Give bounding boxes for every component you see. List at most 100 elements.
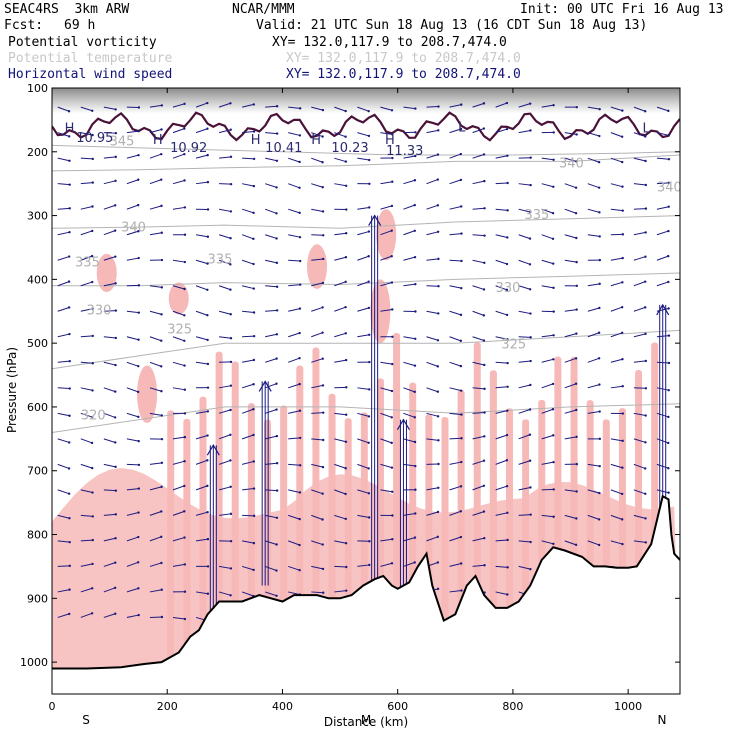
wind-vector: [380, 463, 393, 469]
wind-vector: [380, 438, 392, 444]
wind-vector-head: [482, 153, 486, 156]
wind-vector: [288, 208, 300, 214]
hl-label: H: [251, 133, 261, 148]
wind-vector-head: [644, 207, 648, 210]
wind-vector-head: [183, 287, 186, 291]
wind-vector-head: [598, 410, 601, 413]
wind-vector-head: [114, 204, 117, 207]
wind-vector-head: [413, 255, 417, 259]
wind-vector-head: [68, 564, 71, 568]
wind-vector: [149, 128, 162, 134]
wind-vector-head: [529, 567, 532, 571]
wind-vector-head: [414, 131, 417, 134]
wind-vector-head: [575, 490, 578, 493]
wind-vector: [218, 385, 231, 389]
wind-vector-head: [574, 186, 578, 189]
pv-plume: [312, 347, 320, 663]
hl-label: 10.92: [170, 141, 207, 156]
fcst-label: Fcst:: [4, 18, 44, 33]
wind-vector: [403, 512, 416, 516]
y-tick-label: 1000: [20, 656, 48, 669]
wind-vector-head: [183, 364, 186, 367]
wind-vector: [587, 463, 600, 467]
wind-vector: [57, 256, 70, 261]
wind-vector: [357, 489, 370, 494]
wind-vector: [334, 359, 347, 363]
wind-vector: [495, 234, 508, 238]
wind-vector: [541, 234, 554, 240]
wind-vector-head: [391, 362, 394, 366]
wind-vector-head: [298, 235, 302, 239]
wind-vector: [80, 361, 93, 364]
pv-patch-0: [96, 253, 117, 293]
wind-vector: [265, 333, 278, 338]
wind-vector-head: [621, 281, 624, 284]
wind-vector: [288, 106, 301, 109]
wind-vector-head: [597, 518, 601, 521]
wind-vector: [380, 181, 393, 185]
wind-vector: [633, 281, 646, 287]
wind-vector-head: [252, 541, 256, 545]
wind-vector-head: [644, 255, 647, 258]
wind-vector-head: [160, 286, 164, 289]
theta-label: 340: [121, 221, 146, 236]
wind-vector-head: [206, 338, 209, 342]
wind-vector-head: [482, 127, 486, 130]
wind-vector: [218, 285, 231, 291]
wind-vector: [403, 561, 415, 567]
wind-vector-head: [344, 135, 347, 138]
wind-vector-head: [552, 131, 555, 134]
wind-vector: [541, 358, 554, 363]
wind-vector-head: [505, 127, 509, 131]
wind-vector: [149, 104, 162, 108]
wind-vector-head: [345, 589, 348, 592]
wind-vector-head: [437, 486, 440, 489]
wind-vector-head: [275, 516, 279, 519]
wind-vector-head: [667, 467, 670, 470]
wind-vector: [241, 208, 254, 214]
wind-vector-head: [275, 309, 279, 312]
wind-vector: [311, 358, 323, 363]
wind-vector: [172, 180, 185, 185]
wind-vector-head: [91, 491, 94, 494]
wind-vector: [288, 259, 301, 262]
wind-vector-head: [345, 565, 348, 569]
wind-vector-head: [136, 390, 140, 394]
wind-vector-head: [91, 415, 94, 419]
wind-vector: [541, 434, 554, 440]
wind-vector: [633, 306, 646, 312]
wind-vector-head: [505, 288, 509, 292]
wind-vector: [311, 183, 323, 188]
wind-vector: [564, 436, 577, 440]
wind-vector-head: [183, 102, 186, 106]
wind-vector-head: [413, 561, 416, 564]
wind-vector-head: [391, 538, 394, 541]
wind-vector-head: [528, 237, 532, 240]
wind-vector: [57, 106, 70, 112]
wind-vector-head: [322, 438, 325, 442]
wind-vector-head: [90, 254, 94, 258]
wind-vector-head: [506, 181, 509, 185]
wind-vector: [126, 257, 139, 261]
wind-vector-head: [321, 306, 324, 309]
y-tick-label: 800: [27, 529, 48, 542]
wind-vector-head: [344, 160, 348, 163]
wind-vector: [172, 285, 185, 290]
wind-vector-head: [114, 441, 117, 444]
wind-vector-head: [391, 180, 394, 183]
wind-vector-head: [390, 562, 394, 565]
wind-vector-head: [344, 358, 348, 362]
wind-vector: [195, 511, 208, 516]
wind-vector: [219, 336, 232, 339]
wind-vector-head: [137, 487, 141, 490]
wind-vector: [357, 157, 370, 161]
wind-vector-head: [368, 540, 371, 543]
wind-vector: [195, 435, 208, 440]
wind-vector-head: [459, 152, 463, 156]
wind-vector: [311, 489, 323, 495]
wind-vector: [80, 255, 93, 261]
y-tick-label: 500: [27, 337, 48, 350]
wind-vector-head: [252, 184, 256, 188]
theta-label: 330: [496, 281, 521, 296]
wind-vector-head: [68, 387, 71, 390]
